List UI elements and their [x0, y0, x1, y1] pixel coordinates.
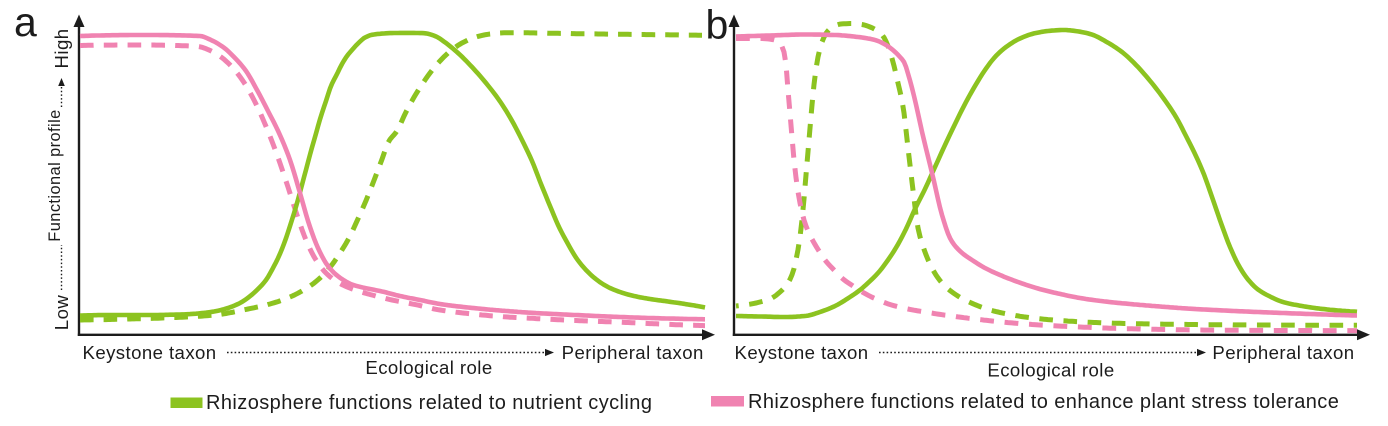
svg-text:Keystone taxon: Keystone taxon	[83, 342, 217, 363]
svg-text:Rhizosphere functions related: Rhizosphere functions related to enhance…	[748, 391, 1339, 413]
svg-text:Keystone taxon: Keystone taxon	[735, 342, 869, 363]
svg-text:Ecological role: Ecological role	[365, 357, 492, 378]
svg-text:Rhizosphere functions related: Rhizosphere functions related to nutrien…	[206, 392, 652, 414]
svg-text:Ecological role: Ecological role	[987, 360, 1114, 381]
svg-text:Peripheral taxon: Peripheral taxon	[562, 342, 704, 363]
svg-text:a: a	[14, 0, 37, 45]
svg-text:b: b	[706, 2, 729, 48]
svg-text:Peripheral taxon: Peripheral taxon	[1212, 342, 1354, 363]
svg-text:HighFunctional profileLow: HighFunctional profileLow	[46, 29, 72, 331]
